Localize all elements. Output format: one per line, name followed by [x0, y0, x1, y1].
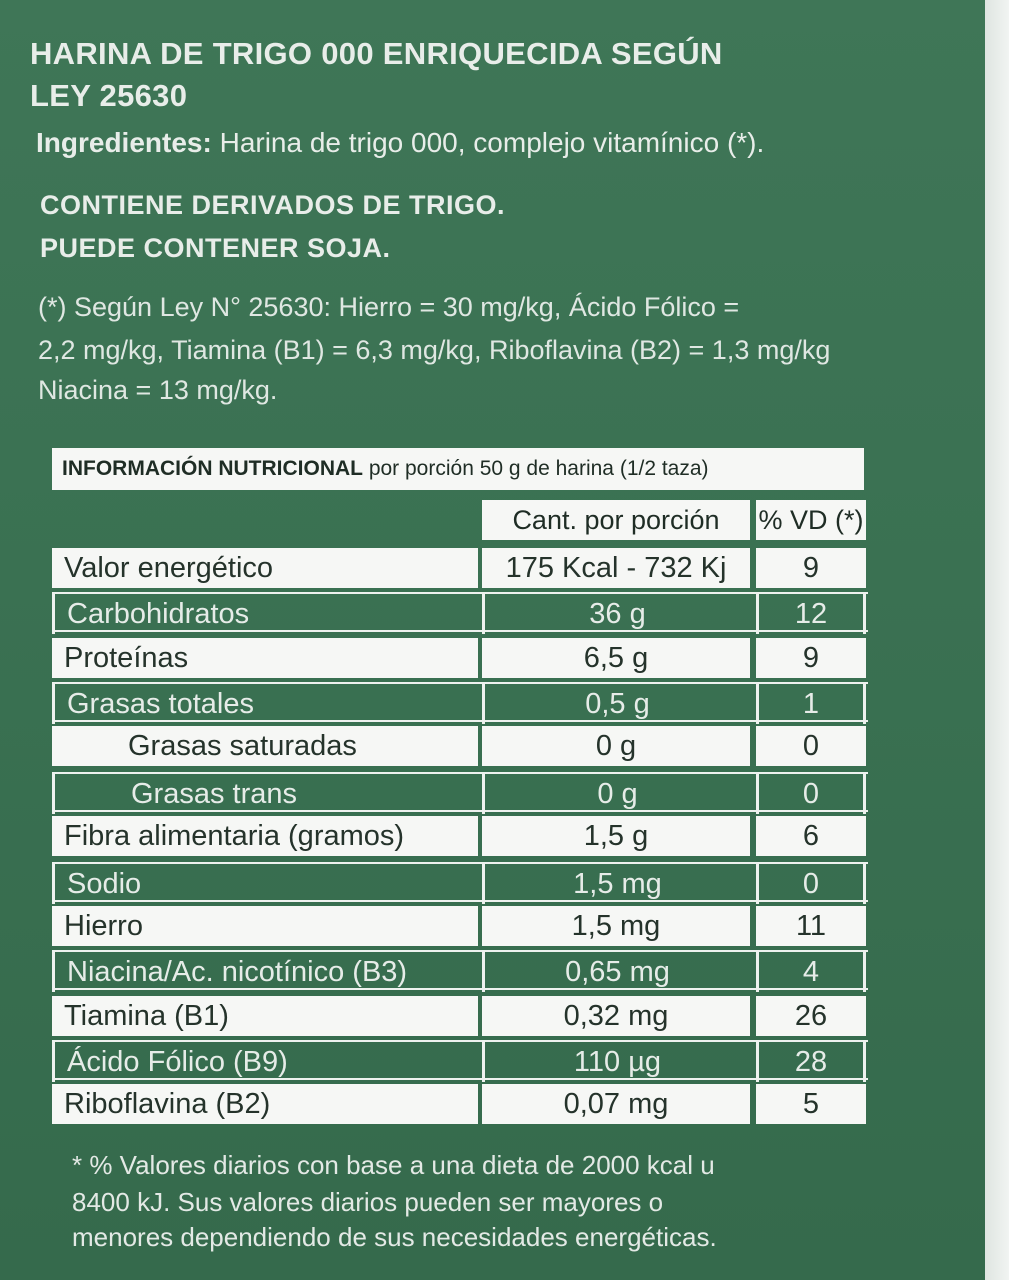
nutrient-name: Riboflavina (B2): [52, 1084, 478, 1124]
nutrition-row: Ácido Fólico (B9) 110 µg 28: [52, 1040, 868, 1082]
nutrient-quantity: 6,5 g: [482, 638, 750, 678]
nutrient-vd: 11: [756, 906, 866, 946]
nutrition-row: Fibra alimentaria (gramos) 1,5 g 6: [52, 816, 868, 856]
nutrition-row: Proteínas 6,5 g 9: [52, 638, 868, 678]
nutrient-name: Ácido Fólico (B9): [52, 1042, 478, 1082]
enrichment-note-line3: Niacina = 13 mg/kg.: [38, 375, 278, 405]
nutrient-quantity: 175 Kcal - 732 Kj: [482, 548, 750, 588]
nutrient-vd: 12: [756, 594, 866, 634]
nutrition-table-header: INFORMACIÓN NUTRICIONAL por porción 50 g…: [52, 448, 864, 490]
nutrient-quantity: 0,32 mg: [482, 996, 750, 1036]
column-header-vd: % VD (*): [756, 500, 866, 540]
nutrient-quantity: 0,5 g: [482, 684, 750, 724]
nutrient-name: Carbohidratos: [52, 594, 478, 634]
enrichment-note-line2: 2,2 mg/kg, Tiamina (B1) = 6,3 mg/kg, Rib…: [38, 335, 831, 365]
nutrient-quantity: 0,65 mg: [482, 952, 750, 992]
nutrient-vd: 9: [756, 638, 866, 678]
nutrition-row: Hierro 1,5 mg 11: [52, 906, 868, 946]
nutrition-row: Riboflavina (B2) 0,07 mg 5: [52, 1084, 868, 1124]
column-header-quantity: Cant. por porción: [482, 500, 750, 540]
nutrient-vd: 1: [756, 684, 866, 724]
footnote-line1: * % Valores diarios con base a una dieta…: [72, 1150, 715, 1180]
footnote-line2: 8400 kJ. Sus valores diarios pueden ser …: [72, 1187, 664, 1217]
nutrient-name: Grasas trans: [52, 774, 478, 814]
nutrient-vd: 9: [756, 548, 866, 588]
nutrient-vd: 4: [756, 952, 866, 992]
footnote-line3: menores dependiendo de sus necesidades e…: [72, 1222, 717, 1252]
nutrition-header-bold: INFORMACIÓN NUTRICIONAL: [62, 457, 363, 480]
nutrient-vd: 0: [756, 774, 866, 814]
nutrient-name: Fibra alimentaria (gramos): [52, 816, 478, 856]
nutrient-quantity: 0 g: [482, 774, 750, 814]
nutrition-header-rest: por porción 50 g de harina (1/2 taza): [362, 457, 709, 480]
nutrient-quantity: 0,07 mg: [482, 1084, 750, 1124]
nutrient-name: Tiamina (B1): [52, 996, 478, 1036]
nutrient-vd: 0: [756, 864, 866, 904]
ingredients-text: Harina de trigo 000, complejo vitamínico…: [211, 127, 765, 158]
nutrition-row: Grasas trans 0 g 0: [52, 772, 868, 814]
nutrient-name: Hierro: [52, 906, 478, 946]
ingredients-heading: Ingredientes:: [36, 127, 212, 158]
nutrient-name: Sodio: [52, 864, 478, 904]
allergen-line2: PUEDE CONTENER SOJA.: [40, 233, 391, 263]
nutrition-row: Carbohidratos 36 g 12: [52, 592, 868, 634]
nutrient-vd: 5: [756, 1084, 866, 1124]
nutrient-name: Niacina/Ac. nicotínico (B3): [52, 952, 478, 992]
nutrient-vd: 0: [756, 726, 866, 766]
enrichment-note-line1: (*) Según Ley N° 25630: Hierro = 30 mg/k…: [38, 292, 740, 322]
nutrition-row: Grasas totales 0,5 g 1: [52, 682, 868, 724]
nutrient-vd: 26: [756, 996, 866, 1036]
nutrient-quantity: 110 µg: [482, 1042, 750, 1082]
nutrient-name: Proteínas: [52, 638, 478, 678]
nutrition-row: Niacina/Ac. nicotínico (B3) 0,65 mg 4: [52, 950, 868, 992]
product-title-line2: LEY 25630: [30, 78, 188, 113]
nutrient-quantity: 1,5 mg: [482, 906, 750, 946]
nutrient-quantity: 0 g: [482, 726, 750, 766]
package-edge: [985, 0, 1009, 1280]
nutrition-row: Valor energético 175 Kcal - 732 Kj 9: [52, 548, 868, 588]
allergen-line1: CONTIENE DERIVADOS DE TRIGO.: [40, 190, 506, 220]
nutrient-quantity: 36 g: [482, 594, 750, 634]
ingredients-line: Ingredientes: Harina de trigo 000, compl…: [36, 127, 764, 159]
nutrient-vd: 28: [756, 1042, 866, 1082]
nutrient-quantity: 1,5 mg: [482, 864, 750, 904]
nutrition-row: Grasas saturadas 0 g 0: [52, 726, 868, 766]
nutrient-name: Grasas totales: [52, 684, 478, 724]
nutrient-quantity: 1,5 g: [482, 816, 750, 856]
nutrition-row: Sodio 1,5 mg 0: [52, 862, 868, 904]
nutrient-name: Valor energético: [52, 548, 478, 588]
nutrient-vd: 6: [756, 816, 866, 856]
nutrient-name: Grasas saturadas: [52, 726, 478, 766]
product-title-line1: HARINA DE TRIGO 000 ENRIQUECIDA SEGÚN: [30, 36, 723, 71]
nutrition-row: Tiamina (B1) 0,32 mg 26: [52, 996, 868, 1036]
